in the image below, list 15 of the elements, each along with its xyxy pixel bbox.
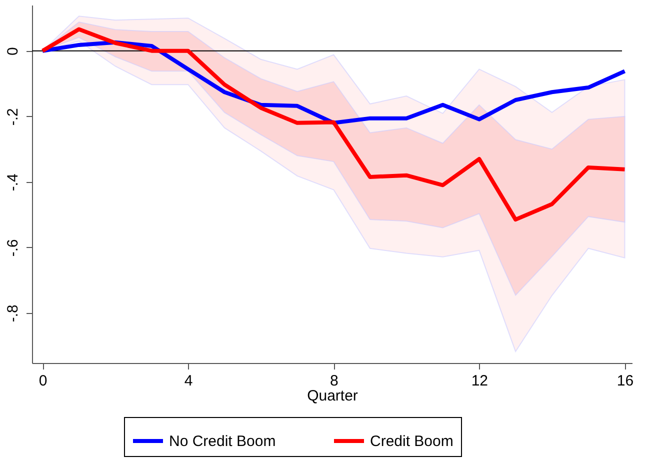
y-tick-label: -.8 bbox=[4, 304, 22, 322]
x-tick-label: 8 bbox=[330, 372, 338, 390]
y-tick-label: -.6 bbox=[4, 239, 22, 257]
legend-label: Credit Boom bbox=[370, 433, 454, 450]
x-tick-label: 4 bbox=[184, 372, 193, 390]
legend-label: No Credit Boom bbox=[169, 433, 276, 450]
x-tick-label: 12 bbox=[471, 372, 488, 390]
x-tick-label: 0 bbox=[38, 372, 48, 390]
y-tick-label: -.2 bbox=[4, 108, 22, 126]
y-tick-label: 0 bbox=[4, 47, 22, 56]
line-series bbox=[40, 40, 627, 125]
x-axis-title: Quarter bbox=[307, 388, 358, 404]
y-tick-label: -.4 bbox=[4, 174, 22, 192]
x-tick-label: 16 bbox=[616, 372, 634, 390]
line-series bbox=[40, 27, 627, 222]
